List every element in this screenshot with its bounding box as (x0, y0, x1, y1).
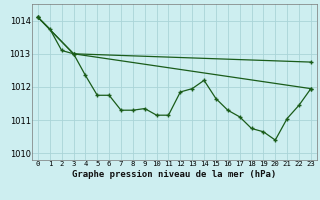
X-axis label: Graphe pression niveau de la mer (hPa): Graphe pression niveau de la mer (hPa) (72, 170, 276, 179)
